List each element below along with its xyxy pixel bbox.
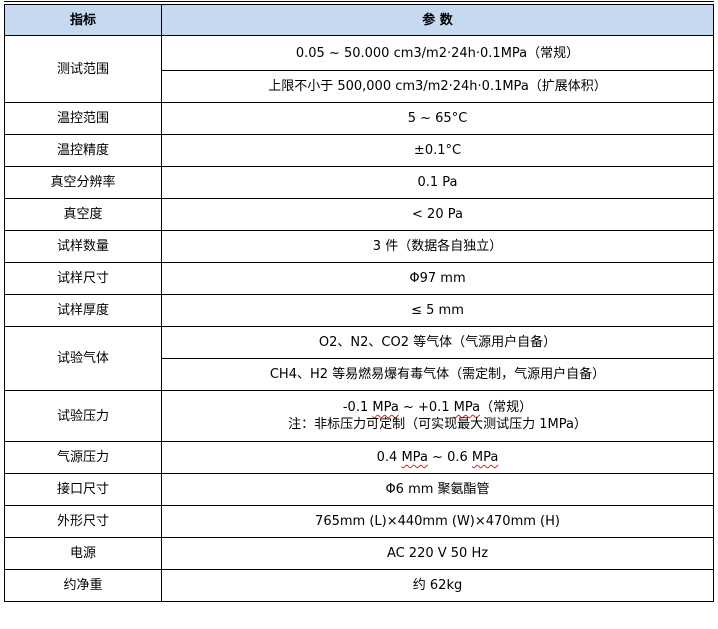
row-label: 试样尺寸 [4,262,162,295]
row-value: < 20 Pa [161,198,714,231]
text: ~ +0.1 [398,400,454,415]
row-label: 测试范围 [4,35,162,103]
row-label: 试验压力 [4,390,162,442]
text: -0.1 [342,400,373,415]
row-label: 外形尺寸 [4,505,162,538]
row-value: 3 件（数据各自独立） [161,230,714,263]
row-value: Φ97 mm [161,262,714,295]
row-value: 0.4 MPa ~ 0.6 MPa [161,441,714,474]
row-value: ±0.1°C [161,134,714,167]
row-value: O2、N2、CO2 等气体（气源用户自备） [161,326,714,359]
text: ~ 0.6 [427,450,472,465]
row-label: 真空度 [4,198,162,231]
row-value: 上限不小于 500,000 cm3/m2·24h·0.1MPa（扩展体积） [161,70,714,103]
row-label: 试样数量 [4,230,162,263]
row-value: 5 ~ 65°C [161,102,714,135]
header-parameters: 参 数 [161,4,714,36]
text: MPa [453,400,481,415]
text: MPa [401,450,428,465]
row-label: 气源压力 [4,441,162,474]
row-label: 温控范围 [4,102,162,135]
row-label: 温控精度 [4,134,162,167]
top-rule [4,1,714,2]
row-value: AC 220 V 50 Hz [161,537,714,570]
row-value: ≤ 5 mm [161,294,714,327]
text: MPa [372,400,399,415]
row-value: CH4、H2 等易燃易爆有毒气体（需定制，气源用户自备） [161,358,714,391]
row-value: 765mm (L)×440mm (W)×470mm (H) [161,505,714,538]
row-label: 真空分辨率 [4,166,162,199]
text: MPa [471,450,499,465]
row-value: Φ6 mm 聚氨酯管 [161,473,714,506]
row-label: 电源 [4,537,162,570]
text: 0.4 [376,450,402,465]
row-value: 约 62kg [161,569,714,602]
row-label: 试样厚度 [4,294,162,327]
pressure-range: -0.1 MPa ~ +0.1 MPa（常规） [162,399,713,416]
row-value: 0.05 ~ 50.000 cm3/m2·24h·0.1MPa（常规） [161,35,714,71]
row-label: 接口尺寸 [4,473,162,506]
text: （常规） [480,400,533,415]
header-indicator: 指标 [4,4,162,36]
header-row: 指标 参 数 [4,4,714,36]
row-label: 试验气体 [4,326,162,391]
row-label: 约净重 [4,569,162,602]
row-value: 0.1 Pa [161,166,714,199]
spec-table: 指标 参 数 测试范围 0.05 ~ 50.000 cm3/m2·24h·0.1M… [4,4,714,602]
pressure-note: 注：非标压力可定制（可实现最大测试压力 1MPa） [288,417,587,432]
row-value: -0.1 MPa ~ +0.1 MPa（常规） 注：非标压力可定制（可实现最大测… [161,390,714,442]
